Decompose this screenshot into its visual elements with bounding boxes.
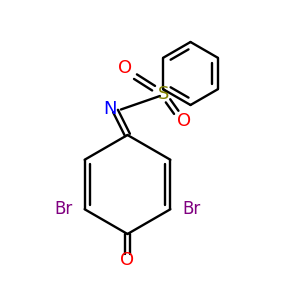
Text: N: N	[103, 100, 117, 118]
Text: S: S	[158, 85, 169, 103]
Text: Br: Br	[54, 200, 72, 218]
Text: O: O	[120, 251, 135, 269]
Text: O: O	[177, 112, 191, 130]
Text: Br: Br	[183, 200, 201, 218]
Text: O: O	[118, 59, 132, 77]
